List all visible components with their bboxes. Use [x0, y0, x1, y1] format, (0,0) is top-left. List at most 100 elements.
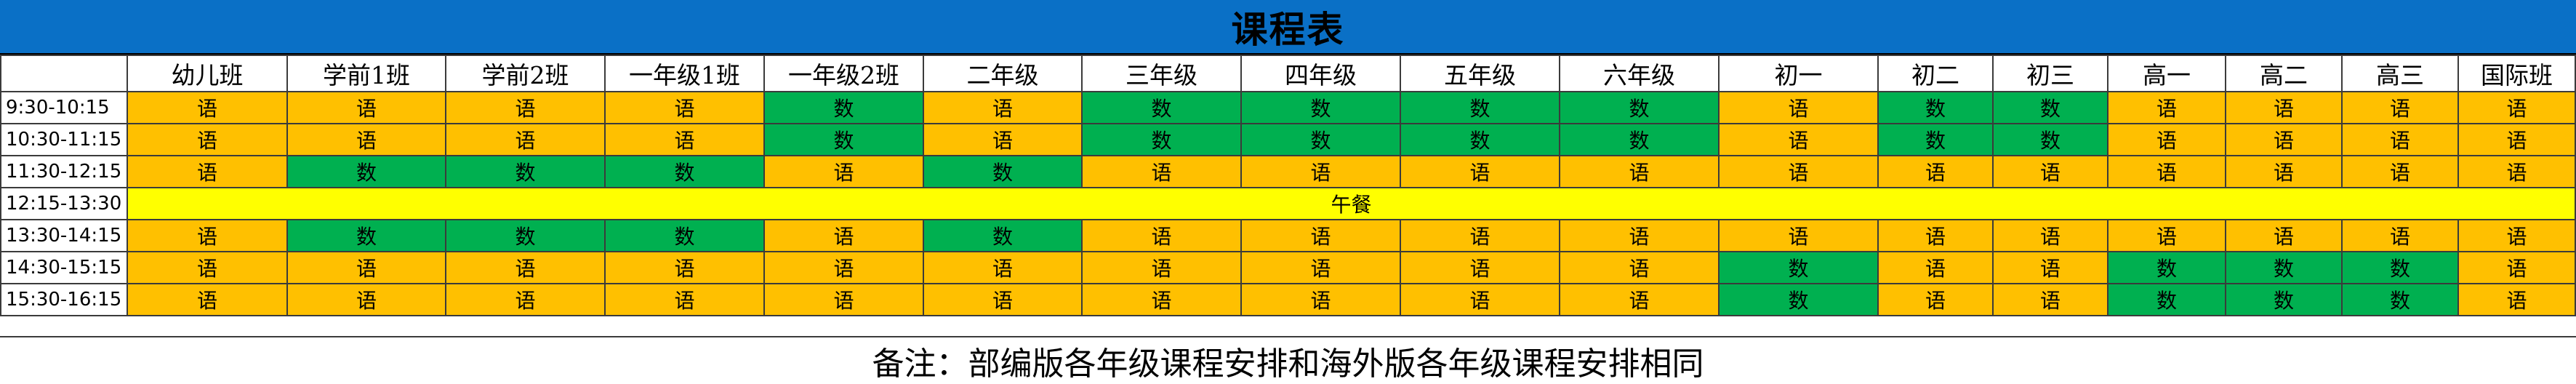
chinese-cell[interactable]: 语	[1877, 283, 1994, 316]
lunch-cell[interactable]: 午餐	[127, 187, 2576, 220]
chinese-cell[interactable]: 语	[923, 91, 1083, 124]
column-header[interactable]: 一年级1班	[604, 55, 765, 92]
chinese-cell[interactable]: 语	[1400, 155, 1560, 188]
chinese-cell[interactable]: 语	[2457, 123, 2576, 156]
chinese-cell[interactable]: 语	[286, 123, 446, 156]
column-header[interactable]: 国际班	[2457, 55, 2576, 92]
chinese-cell[interactable]: 语	[127, 251, 288, 284]
math-cell[interactable]: 数	[2225, 251, 2343, 284]
chinese-cell[interactable]: 语	[763, 155, 924, 188]
chinese-cell[interactable]: 语	[286, 251, 446, 284]
chinese-cell[interactable]: 语	[2457, 91, 2576, 124]
chinese-cell[interactable]: 语	[445, 251, 606, 284]
column-header[interactable]: 一年级2班	[763, 55, 924, 92]
math-cell[interactable]: 数	[763, 123, 924, 156]
column-header[interactable]: 三年级	[1081, 55, 1242, 92]
time-cell[interactable]: 11:30-12:15	[0, 155, 128, 188]
time-cell[interactable]: 10:30-11:15	[0, 123, 128, 156]
chinese-cell[interactable]: 语	[1559, 283, 1720, 316]
column-header[interactable]: 二年级	[923, 55, 1083, 92]
chinese-cell[interactable]: 语	[1877, 155, 1994, 188]
column-header[interactable]: 高三	[2341, 55, 2459, 92]
math-cell[interactable]: 数	[1081, 123, 1242, 156]
math-cell[interactable]: 数	[2107, 283, 2226, 316]
math-cell[interactable]: 数	[2341, 251, 2459, 284]
chinese-cell[interactable]: 语	[2457, 251, 2576, 284]
chinese-cell[interactable]: 语	[1992, 283, 2108, 316]
math-cell[interactable]: 数	[1559, 123, 1720, 156]
chinese-cell[interactable]: 语	[1877, 251, 1994, 284]
math-cell[interactable]: 数	[1559, 91, 1720, 124]
chinese-cell[interactable]: 语	[604, 123, 765, 156]
chinese-cell[interactable]: 语	[2341, 91, 2459, 124]
chinese-cell[interactable]: 语	[2341, 219, 2459, 252]
chinese-cell[interactable]: 语	[1718, 219, 1879, 252]
chinese-cell[interactable]: 语	[763, 219, 924, 252]
chinese-cell[interactable]: 语	[2457, 155, 2576, 188]
chinese-cell[interactable]: 语	[127, 155, 288, 188]
math-cell[interactable]: 数	[604, 219, 765, 252]
chinese-cell[interactable]: 语	[1992, 219, 2108, 252]
chinese-cell[interactable]: 语	[1559, 219, 1720, 252]
chinese-cell[interactable]: 语	[1240, 155, 1401, 188]
math-cell[interactable]: 数	[1400, 91, 1560, 124]
chinese-cell[interactable]: 语	[763, 283, 924, 316]
chinese-cell[interactable]: 语	[923, 123, 1083, 156]
math-cell[interactable]: 数	[1718, 251, 1879, 284]
chinese-cell[interactable]: 语	[1081, 283, 1242, 316]
chinese-cell[interactable]: 语	[2457, 283, 2576, 316]
chinese-cell[interactable]: 语	[2107, 91, 2226, 124]
chinese-cell[interactable]: 语	[1400, 219, 1560, 252]
math-cell[interactable]: 数	[1877, 123, 1994, 156]
math-cell[interactable]: 数	[2341, 283, 2459, 316]
chinese-cell[interactable]: 语	[1559, 155, 1720, 188]
math-cell[interactable]: 数	[445, 219, 606, 252]
chinese-cell[interactable]: 语	[604, 251, 765, 284]
chinese-cell[interactable]: 语	[445, 91, 606, 124]
column-header[interactable]: 幼儿班	[127, 55, 288, 92]
math-cell[interactable]: 数	[1992, 123, 2108, 156]
chinese-cell[interactable]: 语	[2107, 155, 2226, 188]
column-header[interactable]: 学前1班	[286, 55, 446, 92]
chinese-cell[interactable]: 语	[1992, 155, 2108, 188]
column-header[interactable]: 高二	[2225, 55, 2343, 92]
column-header[interactable]: 初三	[1992, 55, 2108, 92]
chinese-cell[interactable]: 语	[127, 219, 288, 252]
chinese-cell[interactable]: 语	[445, 123, 606, 156]
chinese-cell[interactable]: 语	[2225, 155, 2343, 188]
chinese-cell[interactable]: 语	[1081, 219, 1242, 252]
chinese-cell[interactable]: 语	[2225, 123, 2343, 156]
math-cell[interactable]: 数	[923, 155, 1083, 188]
math-cell[interactable]: 数	[1877, 91, 1994, 124]
column-header[interactable]: 四年级	[1240, 55, 1401, 92]
chinese-cell[interactable]: 语	[1240, 251, 1401, 284]
time-cell[interactable]: 9:30-10:15	[0, 91, 128, 124]
math-cell[interactable]: 数	[1400, 123, 1560, 156]
math-cell[interactable]: 数	[1718, 283, 1879, 316]
chinese-cell[interactable]: 语	[286, 91, 446, 124]
math-cell[interactable]: 数	[1992, 91, 2108, 124]
chinese-cell[interactable]: 语	[1877, 219, 1994, 252]
blank-row[interactable]	[0, 305, 2576, 337]
chinese-cell[interactable]: 语	[923, 283, 1083, 316]
column-header[interactable]: 初二	[1877, 55, 1994, 92]
time-cell[interactable]: 15:30-16:15	[0, 283, 128, 316]
math-cell[interactable]: 数	[445, 155, 606, 188]
note-row[interactable]: 备注：部编版各年级课程安排和海外版各年级课程安排相同	[0, 337, 2576, 383]
chinese-cell[interactable]: 语	[445, 283, 606, 316]
chinese-cell[interactable]: 语	[1400, 251, 1560, 284]
math-cell[interactable]: 数	[1081, 91, 1242, 124]
chinese-cell[interactable]: 语	[763, 251, 924, 284]
math-cell[interactable]: 数	[2107, 251, 2226, 284]
chinese-cell[interactable]: 语	[286, 283, 446, 316]
chinese-cell[interactable]: 语	[2341, 155, 2459, 188]
chinese-cell[interactable]: 语	[1992, 251, 2108, 284]
math-cell[interactable]: 数	[2225, 283, 2343, 316]
chinese-cell[interactable]: 语	[1718, 123, 1879, 156]
chinese-cell[interactable]: 语	[1718, 155, 1879, 188]
chinese-cell[interactable]: 语	[2225, 219, 2343, 252]
chinese-cell[interactable]: 语	[1559, 251, 1720, 284]
column-header[interactable]: 学前2班	[445, 55, 606, 92]
math-cell[interactable]: 数	[286, 155, 446, 188]
column-header[interactable]: 六年级	[1559, 55, 1720, 92]
